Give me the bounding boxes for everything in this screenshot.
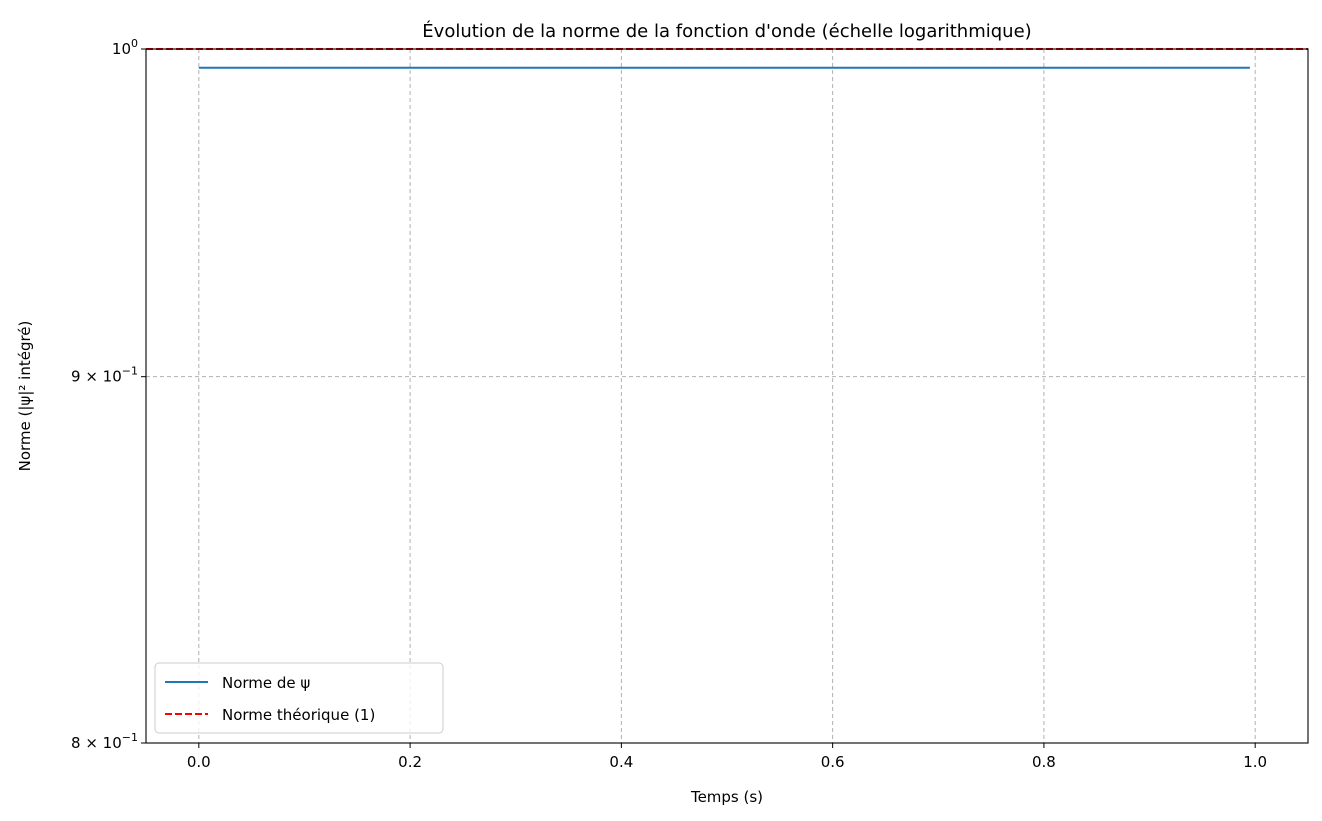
grid [146, 49, 1308, 743]
y-tick-label: 9 × 10−1 [71, 365, 138, 386]
x-tick-label: 0.4 [609, 753, 633, 771]
y-tick-label: 100 [112, 37, 138, 58]
ticks: 0.0 0.2 0.4 0.6 0.8 1.0 8 × 10−1 9 × 10−1 100 [71, 37, 1267, 771]
legend-box [154, 662, 444, 734]
x-tick-label: 0.6 [821, 753, 845, 771]
x-tick-label: 0.8 [1032, 753, 1056, 771]
legend-label-norme: Norme de ψ [222, 674, 310, 692]
legend: Norme de ψ Norme théorique (1) [154, 662, 444, 734]
x-axis-label: Temps (s) [690, 788, 763, 806]
y-tick-label: 8 × 10−1 [71, 731, 138, 752]
plot-frame [145, 48, 1309, 744]
x-tick-label: 0.2 [398, 753, 422, 771]
legend-label-theorique: Norme théorique (1) [222, 706, 375, 724]
chart-title: Évolution de la norme de la fonction d'o… [422, 20, 1031, 42]
y-axis-label: Norme (|ψ|² intégré) [16, 321, 34, 472]
x-tick-label: 0.0 [187, 753, 211, 771]
x-tick-label: 1.0 [1243, 753, 1267, 771]
